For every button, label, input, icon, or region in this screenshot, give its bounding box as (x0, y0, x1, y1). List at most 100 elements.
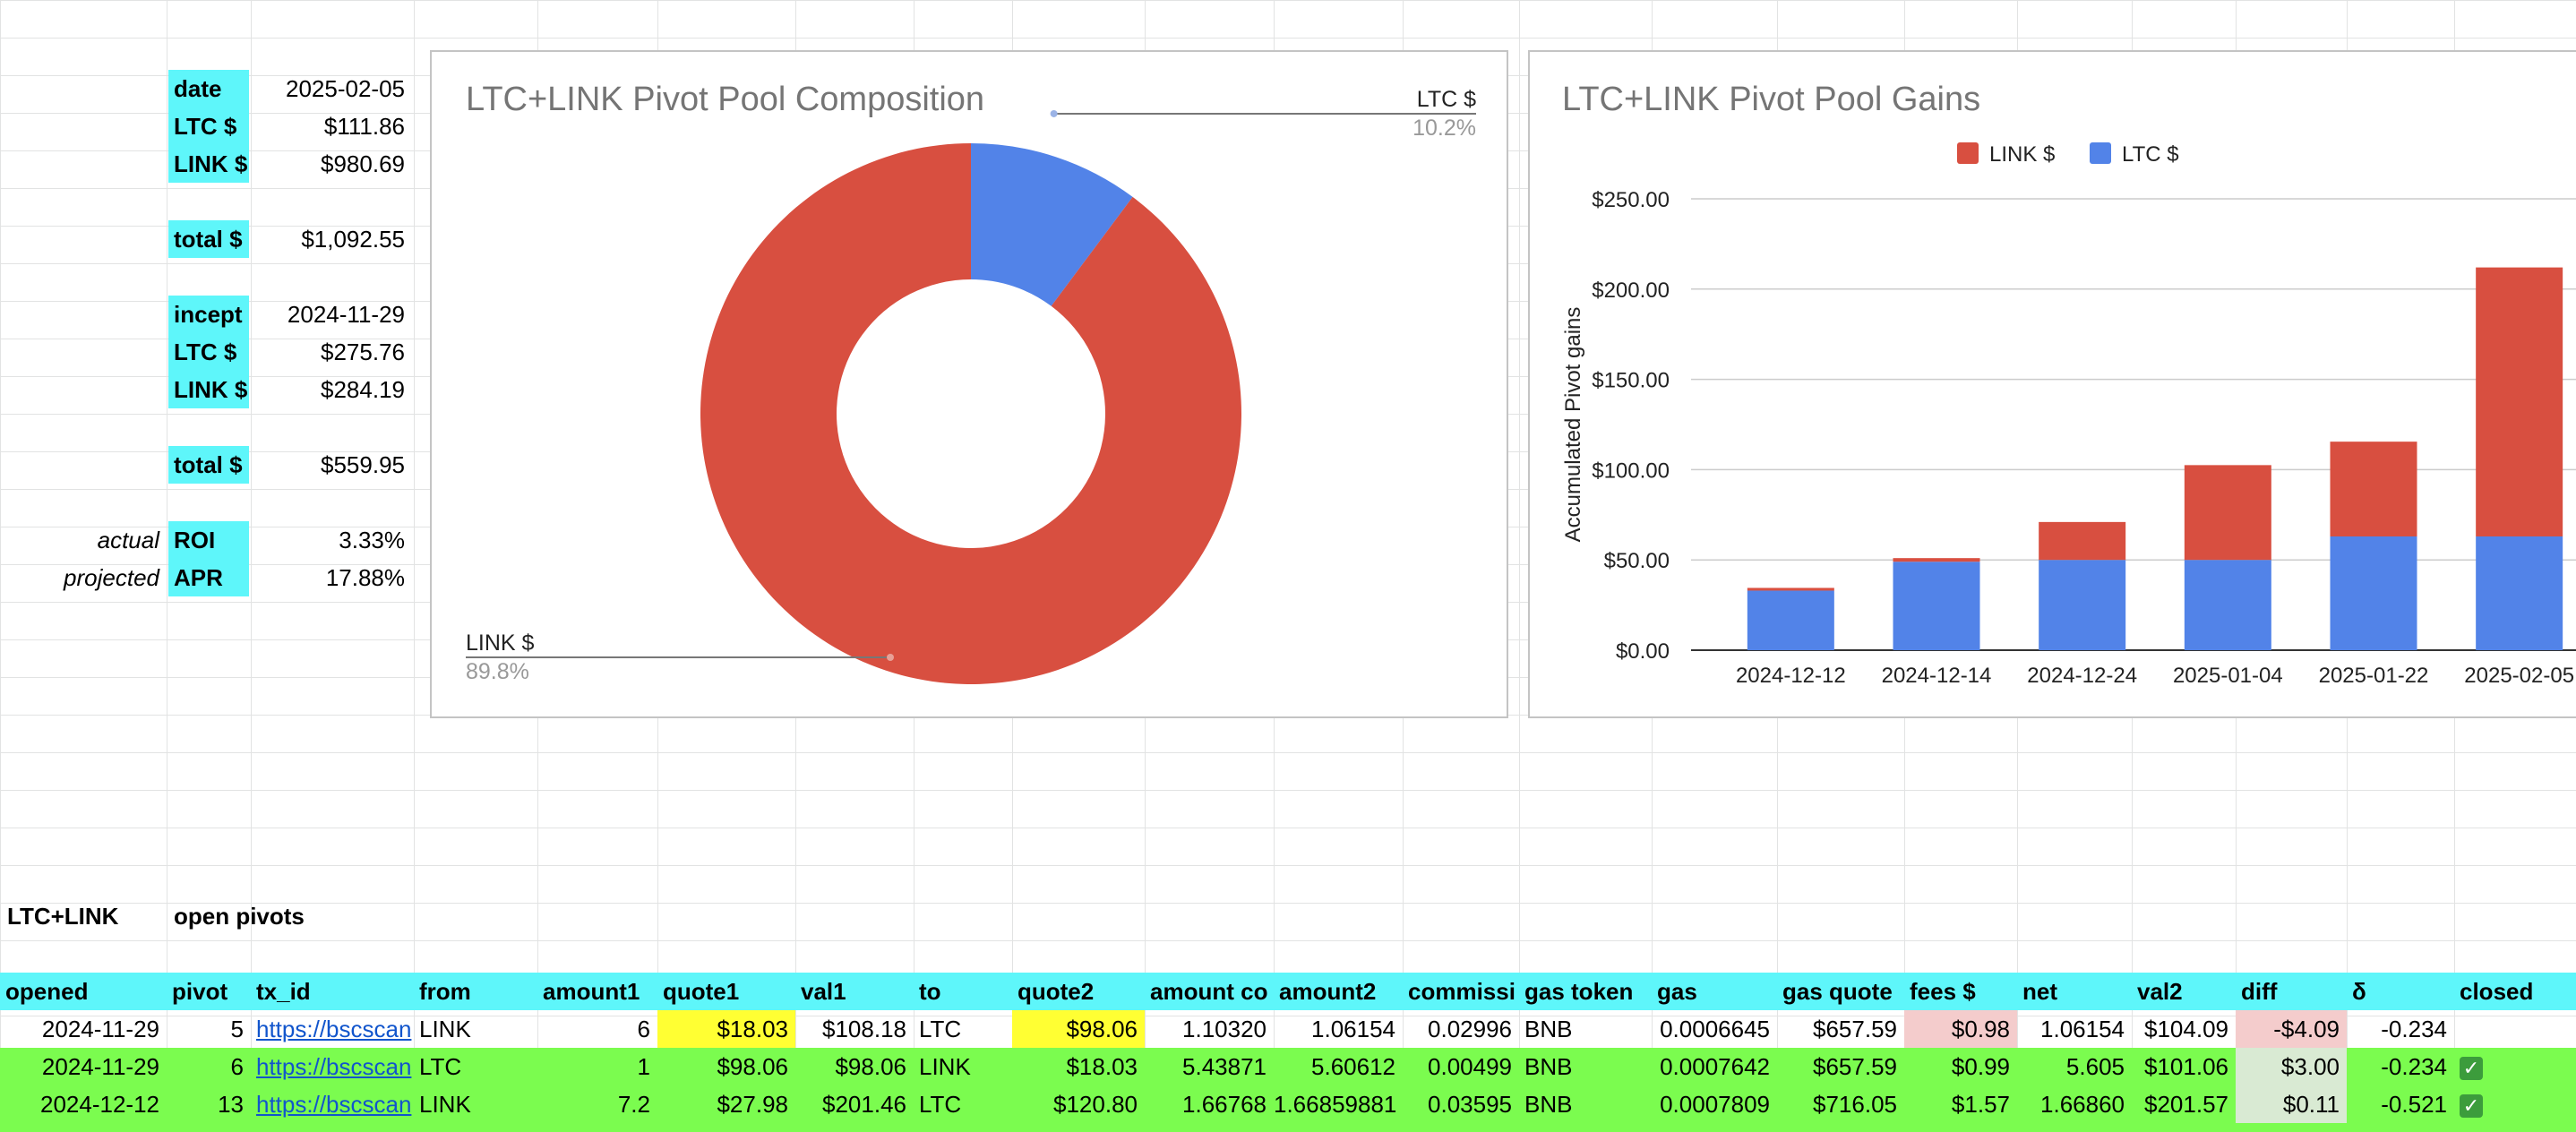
column-header[interactable]: amount2 (1274, 973, 1403, 1010)
summary-value[interactable]: $1,092.55 (301, 226, 405, 253)
table-cell[interactable]: https://bscscan (251, 1085, 414, 1123)
summary-label[interactable]: LINK $ (168, 145, 249, 183)
table-cell[interactable]: 0.02996 (1428, 1016, 1512, 1042)
table-cell[interactable]: $0.98 (1904, 1010, 2017, 1048)
column-header[interactable]: pivot (167, 973, 251, 1010)
column-header[interactable]: tx_id (251, 973, 414, 1010)
table-cell[interactable]: $104.09 (2144, 1016, 2228, 1042)
section-label[interactable]: LTC+LINK (7, 903, 119, 930)
table-cell[interactable]: $120.80 (1012, 1085, 1145, 1123)
table-cell[interactable]: 1.06154 (2040, 1016, 2125, 1042)
table-cell[interactable]: 13 (167, 1085, 251, 1123)
column-header[interactable]: to (914, 973, 1012, 1010)
summary-label[interactable]: incept (168, 296, 249, 333)
table-cell[interactable]: 5 (230, 1016, 244, 1042)
table-cell[interactable]: $3.00 (2236, 1048, 2347, 1085)
table-cell[interactable]: $98.06 (1012, 1010, 1145, 1048)
summary-label[interactable]: date (168, 70, 249, 107)
column-header[interactable]: fees $ (1904, 973, 2017, 1010)
column-header[interactable]: gas token (1519, 973, 1652, 1010)
roi-value[interactable]: 3.33% (339, 527, 405, 553)
table-cell[interactable]: $98.06 (657, 1048, 795, 1085)
table-cell[interactable]: 0.00499 (1403, 1048, 1519, 1085)
table-cell[interactable]: 5.605 (2017, 1048, 2132, 1085)
table-cell[interactable]: BNB (1524, 1016, 1573, 1042)
section-title[interactable]: open pivots (174, 903, 305, 930)
table-cell[interactable]: $0.11 (2236, 1085, 2347, 1123)
table-cell[interactable]: BNB (1519, 1085, 1652, 1123)
table-cell[interactable]: LTC (919, 1016, 962, 1042)
summary-value[interactable]: 2024-11-29 (287, 301, 405, 328)
column-header[interactable]: diff (2236, 973, 2347, 1010)
table-cell[interactable]: $18.03 (657, 1010, 795, 1048)
table-cell[interactable]: $201.46 (795, 1085, 914, 1123)
checkmark-icon[interactable]: ✓ (2460, 1094, 2483, 1119)
summary-label[interactable]: total $ (168, 446, 249, 484)
column-header[interactable]: quote1 (657, 973, 795, 1010)
table-cell[interactable]: LINK (419, 1016, 471, 1042)
table-cell[interactable]: $18.03 (1012, 1048, 1145, 1085)
table-cell[interactable]: -0.234 (2381, 1016, 2447, 1042)
table-cell[interactable]: $98.06 (795, 1048, 914, 1085)
table-cell[interactable]: -$4.09 (2236, 1010, 2347, 1048)
table-cell[interactable]: 6 (167, 1048, 251, 1085)
column-header[interactable]: δ (2347, 973, 2454, 1010)
column-header[interactable]: val1 (795, 973, 914, 1010)
summary-label[interactable]: LTC $ (168, 333, 249, 371)
column-header[interactable]: gas quote (1777, 973, 1904, 1010)
summary-value[interactable]: $275.76 (321, 339, 405, 365)
table-cell[interactable]: 2024-12-12 (0, 1085, 167, 1123)
column-header[interactable]: gas (1652, 973, 1777, 1010)
table-cell[interactable]: $201.57 (2132, 1085, 2236, 1123)
table-cell[interactable]: 1.06154 (1311, 1016, 1395, 1042)
table-cell[interactable]: $1.57 (1904, 1085, 2017, 1123)
composition-chart[interactable]: LTC+LINK Pivot Pool Composition LTC $ 10.… (430, 50, 1508, 718)
table-cell[interactable]: 1 (537, 1048, 657, 1085)
column-header[interactable]: commissi (1403, 973, 1519, 1010)
table-cell[interactable]: 5.43871 (1145, 1048, 1274, 1085)
table-cell[interactable]: 0.03595 (1403, 1085, 1519, 1123)
closed-checkbox[interactable]: ✓ (2454, 1048, 2576, 1085)
table-cell[interactable]: 0.0007809 (1652, 1085, 1777, 1123)
table-cell[interactable]: BNB (1519, 1048, 1652, 1085)
closed-checkbox[interactable]: ✓ (2454, 1085, 2576, 1123)
column-header[interactable]: opened (0, 973, 167, 1010)
closed-checkbox[interactable] (2454, 1010, 2576, 1048)
apr-value[interactable]: 17.88% (325, 564, 405, 591)
table-cell[interactable]: $101.06 (2132, 1048, 2236, 1085)
table-cell[interactable]: 6 (637, 1016, 650, 1042)
summary-value[interactable]: $559.95 (321, 451, 405, 478)
apr-prefix[interactable]: projected (64, 564, 159, 591)
column-header[interactable]: from (414, 973, 537, 1010)
summary-label[interactable]: LTC $ (168, 107, 249, 145)
roi-prefix[interactable]: actual (97, 527, 159, 553)
column-header[interactable]: val2 (2132, 973, 2236, 1010)
table-cell[interactable]: 7.2 (537, 1085, 657, 1123)
apr-label[interactable]: APR (168, 559, 249, 596)
summary-value[interactable]: $284.19 (321, 376, 405, 403)
summary-value[interactable]: $980.69 (321, 150, 405, 177)
table-cell[interactable]: 2024-11-29 (0, 1048, 167, 1085)
checkmark-icon[interactable]: ✓ (2460, 1057, 2483, 1081)
table-cell[interactable]: $716.05 (1777, 1085, 1904, 1123)
table-cell[interactable]: LTC (914, 1085, 1012, 1123)
column-header[interactable]: amount1 (537, 973, 657, 1010)
column-header[interactable]: closed (2454, 973, 2576, 1010)
summary-value[interactable]: $111.86 (323, 113, 405, 140)
table-cell[interactable]: -0.234 (2347, 1048, 2454, 1085)
table-cell[interactable]: 1.66859881 (1274, 1085, 1403, 1123)
summary-value[interactable]: 2025-02-05 (286, 75, 405, 102)
table-cell[interactable]: $657.59 (1777, 1048, 1904, 1085)
table-cell[interactable]: $27.98 (657, 1085, 795, 1123)
table-cell[interactable]: $108.18 (822, 1016, 906, 1042)
table-cell[interactable]: LINK (414, 1085, 537, 1123)
summary-label[interactable]: total $ (168, 220, 249, 258)
table-cell[interactable]: 0.0007642 (1652, 1048, 1777, 1085)
table-cell[interactable]: https://bscscan (251, 1048, 414, 1085)
table-cell[interactable]: $0.99 (1904, 1048, 2017, 1085)
table-cell[interactable]: -0.521 (2347, 1085, 2454, 1123)
column-header[interactable]: net (2017, 973, 2132, 1010)
column-header[interactable]: quote2 (1012, 973, 1145, 1010)
table-cell[interactable]: $657.59 (1813, 1016, 1897, 1042)
table-cell[interactable]: https://bscscan (256, 1016, 412, 1042)
